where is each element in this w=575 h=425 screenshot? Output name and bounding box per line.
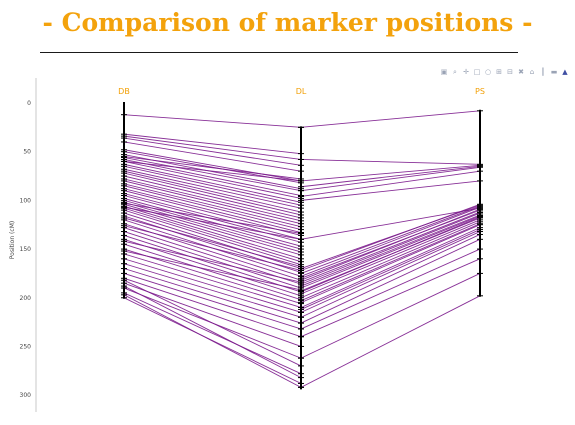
y-tick-label: 300 xyxy=(20,392,32,399)
link-db-dl xyxy=(124,157,301,179)
axis-label-ps: PS xyxy=(475,87,485,96)
link-db-dl xyxy=(124,273,301,329)
y-axis-label: Position (cM) xyxy=(9,221,16,259)
link-db-dl xyxy=(124,280,301,366)
link-dl-ps xyxy=(301,159,480,164)
y-tick-label: 250 xyxy=(20,343,32,350)
link-db-dl xyxy=(124,259,301,313)
link-db-dl xyxy=(124,189,301,233)
y-tick-label: 100 xyxy=(20,197,32,204)
link-dl-ps xyxy=(301,296,480,388)
y-ticks: 0 50 100 150 200 250 300 xyxy=(20,100,32,399)
link-db-dl xyxy=(124,295,301,388)
link-db-dl xyxy=(124,293,301,374)
link-db-dl xyxy=(124,115,301,128)
y-tick-label: 0 xyxy=(27,100,31,107)
axis-label-db: DB xyxy=(118,87,130,96)
link-db-dl xyxy=(124,218,301,267)
link-db-dl xyxy=(124,138,301,165)
y-tick-label: 50 xyxy=(23,149,31,156)
link-dl-ps xyxy=(301,220,480,294)
y-tick-label: 150 xyxy=(20,246,32,253)
link-db-dl xyxy=(124,173,301,215)
axis-label-dl: DL xyxy=(296,87,307,96)
link-db-dl xyxy=(124,134,301,153)
link-db-dl xyxy=(124,161,301,180)
link-dl-ps xyxy=(301,217,480,292)
y-tick-label: 200 xyxy=(20,295,32,302)
link-dl-ps xyxy=(301,111,480,128)
